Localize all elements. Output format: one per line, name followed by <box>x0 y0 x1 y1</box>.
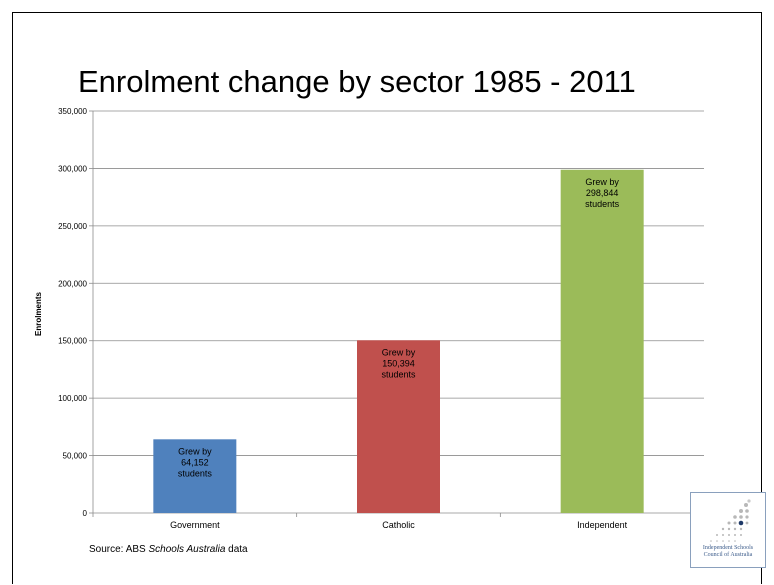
logo-text-line1: Independent Schools <box>702 545 754 551</box>
chart-title: Enrolment change by sector 1985 - 2011 <box>78 64 636 99</box>
source-publication: Schools Australia <box>148 544 226 555</box>
bar-government <box>153 439 237 513</box>
bar-data-label: 64,152 <box>181 457 209 467</box>
y-tick-label: 200,000 <box>58 279 87 288</box>
source-prefix: Source: ABS <box>89 544 149 555</box>
y-tick-label: 100,000 <box>58 394 87 403</box>
dot-pattern-icon <box>710 499 751 542</box>
y-tick-label: 300,000 <box>58 164 87 173</box>
isca-logo: Independent Schools Council of Australia <box>690 492 766 568</box>
x-tick-label: Catholic <box>382 520 415 530</box>
x-tick-label: Independent <box>577 520 628 530</box>
y-tick-label: 150,000 <box>58 337 87 346</box>
logo-text-line2: Council of Australia <box>703 552 753 558</box>
y-axis-title: Enrolments <box>34 291 43 336</box>
x-tick-label: Government <box>170 520 220 530</box>
bar-catholic <box>357 340 440 513</box>
bar-data-label: students <box>585 199 620 209</box>
logo-text: Independent Schools Council of Australia <box>691 545 765 559</box>
bar-data-label: students <box>381 369 416 379</box>
bar-data-label: Grew by <box>178 446 212 456</box>
y-tick-label: 50,000 <box>63 452 88 461</box>
y-tick-label: 0 <box>83 509 88 518</box>
source-note: Source: ABS Schools Australia data <box>89 544 248 555</box>
bar-data-label: Grew by <box>382 347 416 357</box>
source-suffix: data <box>225 544 248 555</box>
y-tick-label: 250,000 <box>58 222 87 231</box>
bar-data-label: 298,844 <box>586 188 619 198</box>
bar-data-label: Grew by <box>585 177 619 187</box>
bar-data-label: students <box>178 468 213 478</box>
y-tick-label: 350,000 <box>58 107 87 116</box>
bar-data-label: 150,394 <box>382 358 415 368</box>
bar-independent <box>560 169 644 513</box>
